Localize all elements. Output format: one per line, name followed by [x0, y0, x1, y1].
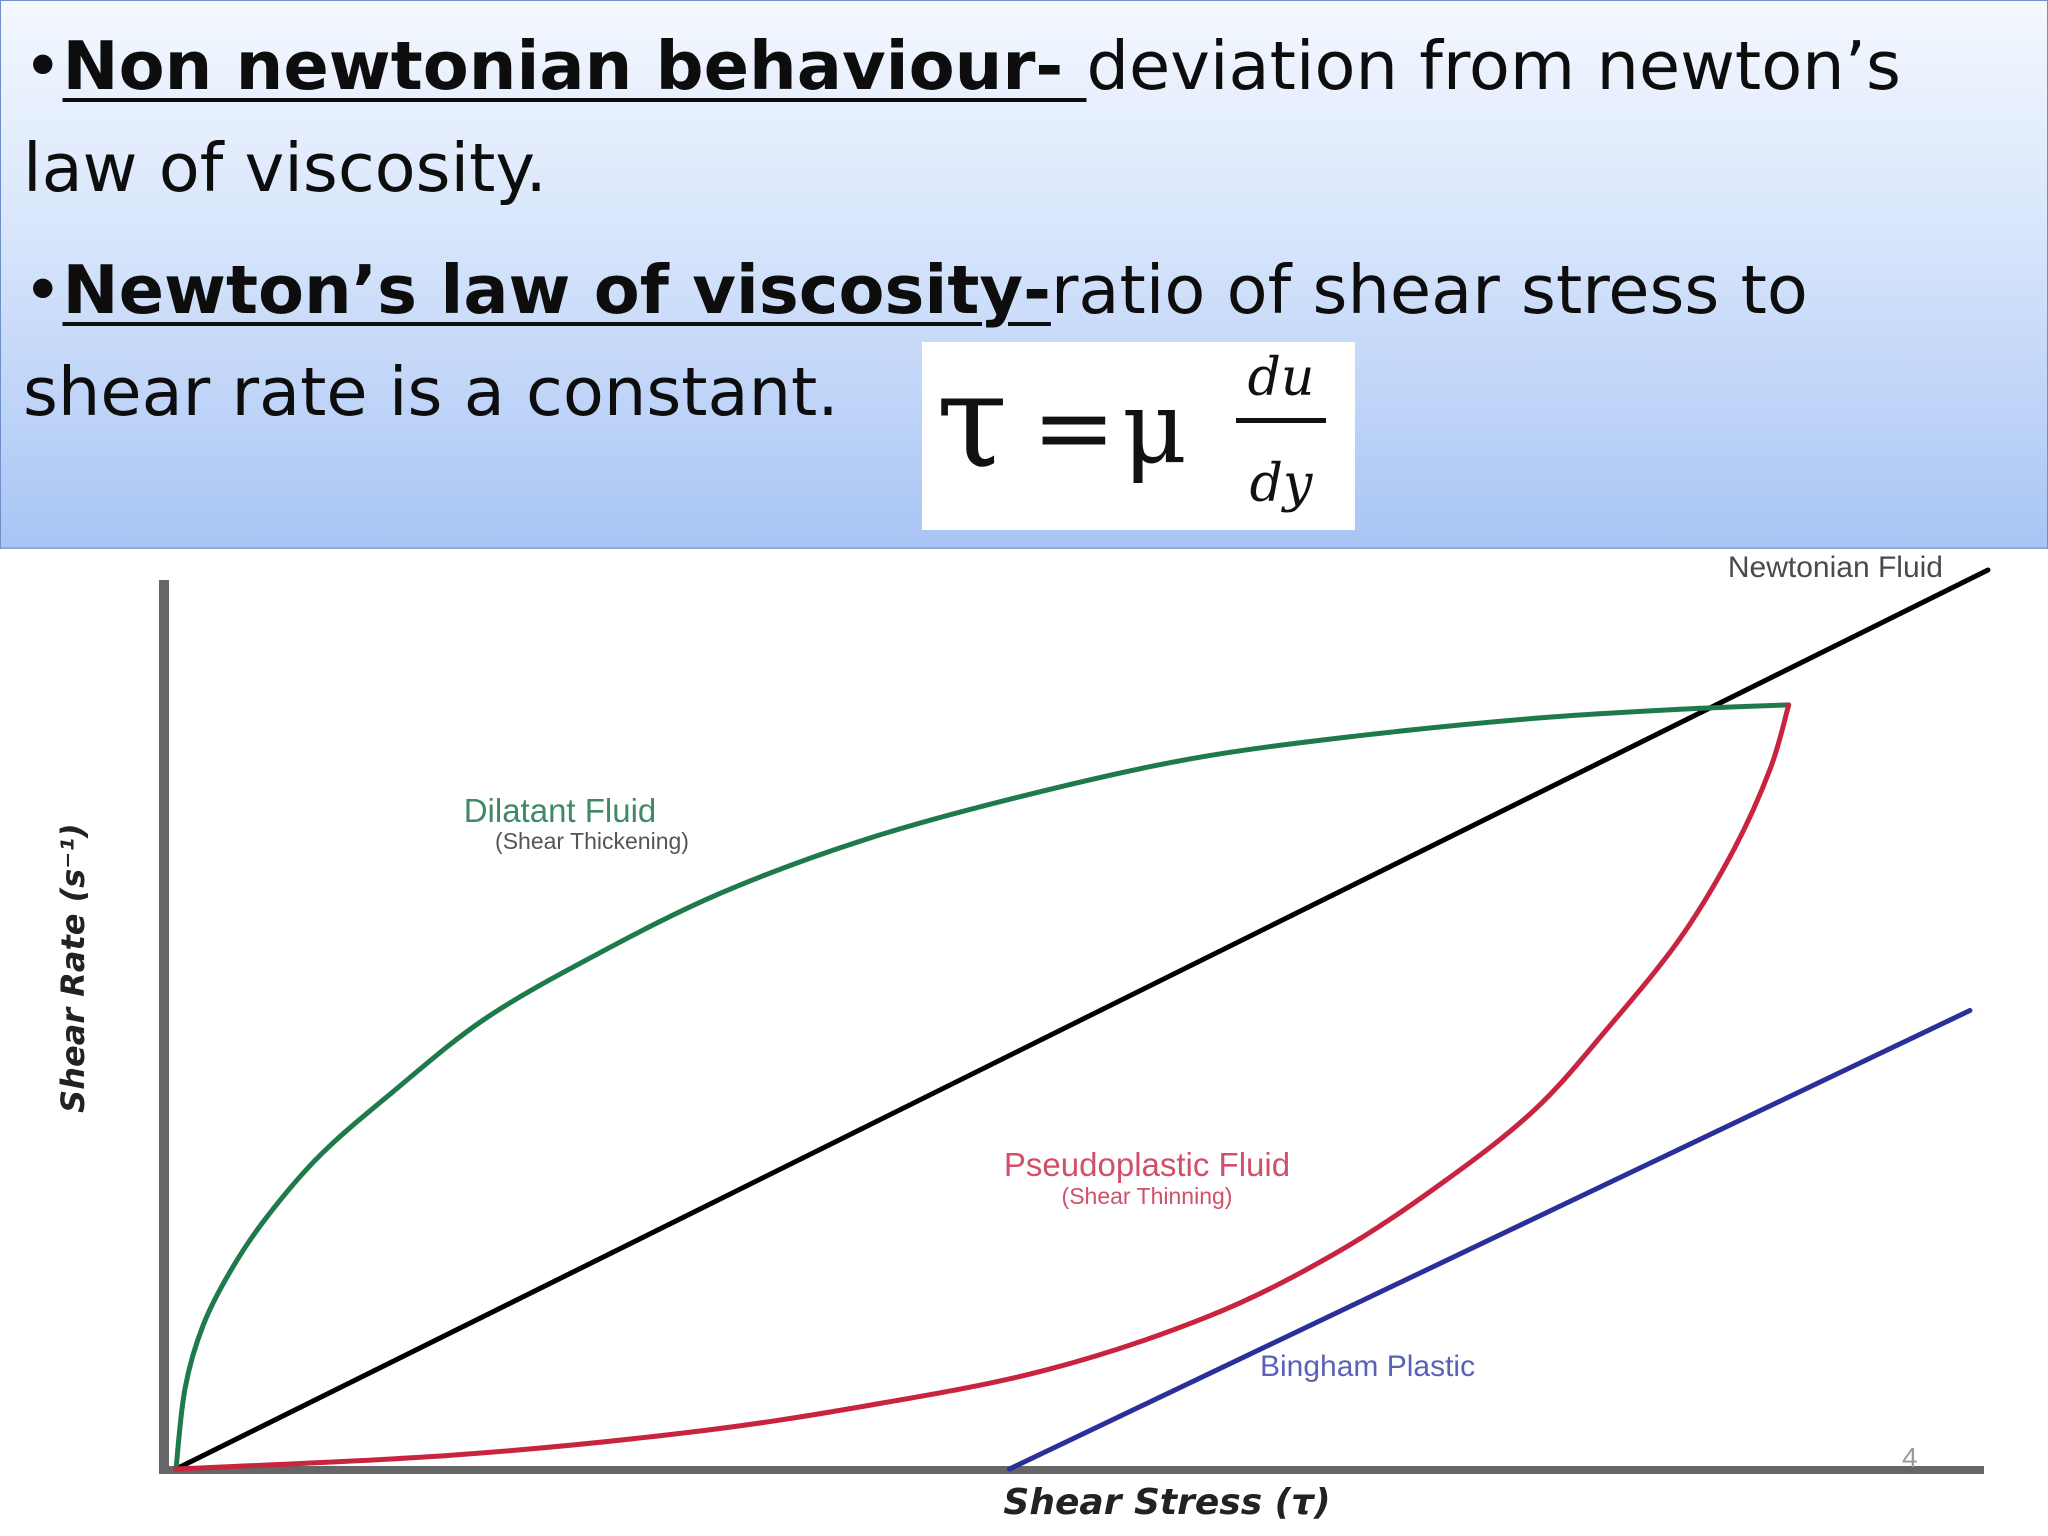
formula-equals: = [1032, 369, 1116, 486]
formula-mu: μ [1122, 369, 1187, 486]
label-pseudoplastic-fluid: Pseudoplastic Fluid [1004, 1146, 1290, 1183]
x-axis-title: Shear Stress (τ) [1003, 1482, 1330, 1523]
series-line-newtonian-fluid [173, 567, 1991, 1472]
bullet-term: Non newtonian behaviour- [62, 27, 1087, 105]
y-axis-title: Shear Rate (s⁻¹) [54, 823, 92, 1113]
formula-fraction-bar [1236, 418, 1326, 423]
page-number: 4 [1902, 1442, 1918, 1473]
label-bingham-plastic: Bingham Plastic [1260, 1350, 1475, 1383]
bullet-text: deviation from newton’s law of viscosity… [23, 27, 1901, 207]
slide-header: •Non newtonian behaviour- deviation from… [0, 0, 2048, 549]
chart-series [173, 567, 1991, 1472]
bullet-newtons-law: •Newton’s law of viscosity-ratio of shea… [23, 239, 2013, 443]
label-shear-thickening: (Shear Thickening) [495, 828, 689, 854]
bullet-non-newtonian: •Non newtonian behaviour- deviation from… [23, 15, 2013, 219]
label-newtonian-fluid: Newtonian Fluid [1728, 551, 1943, 584]
formula-numerator: du [1247, 348, 1315, 408]
series-line-pseudoplastic-fluid [173, 702, 1792, 1472]
bullet-term: Newton’s law of viscosity- [62, 251, 1051, 329]
chart-axes [159, 580, 1984, 1474]
rheology-chart: Newtonian Fluid Dilatant Fluid (Shear Th… [54, 551, 1991, 1523]
series-line-bingham-plastic [1007, 1008, 1973, 1472]
bullet-marker: • [23, 27, 63, 105]
formula-denominator: dy [1249, 454, 1313, 514]
label-shear-thinning: (Shear Thinning) [1062, 1183, 1233, 1209]
bullet-marker: • [23, 251, 63, 329]
chart-labels: Newtonian Fluid Dilatant Fluid (Shear Th… [54, 551, 1943, 1523]
series-line-dilatant-fluid [173, 702, 1792, 1472]
newtons-law-formula: τ = μ du dy [922, 342, 1355, 530]
bullet-text: ratio of shear stress to shear rate is a… [23, 251, 1808, 431]
formula-tau: τ [936, 345, 1008, 497]
label-dilatant-fluid: Dilatant Fluid [464, 792, 657, 829]
